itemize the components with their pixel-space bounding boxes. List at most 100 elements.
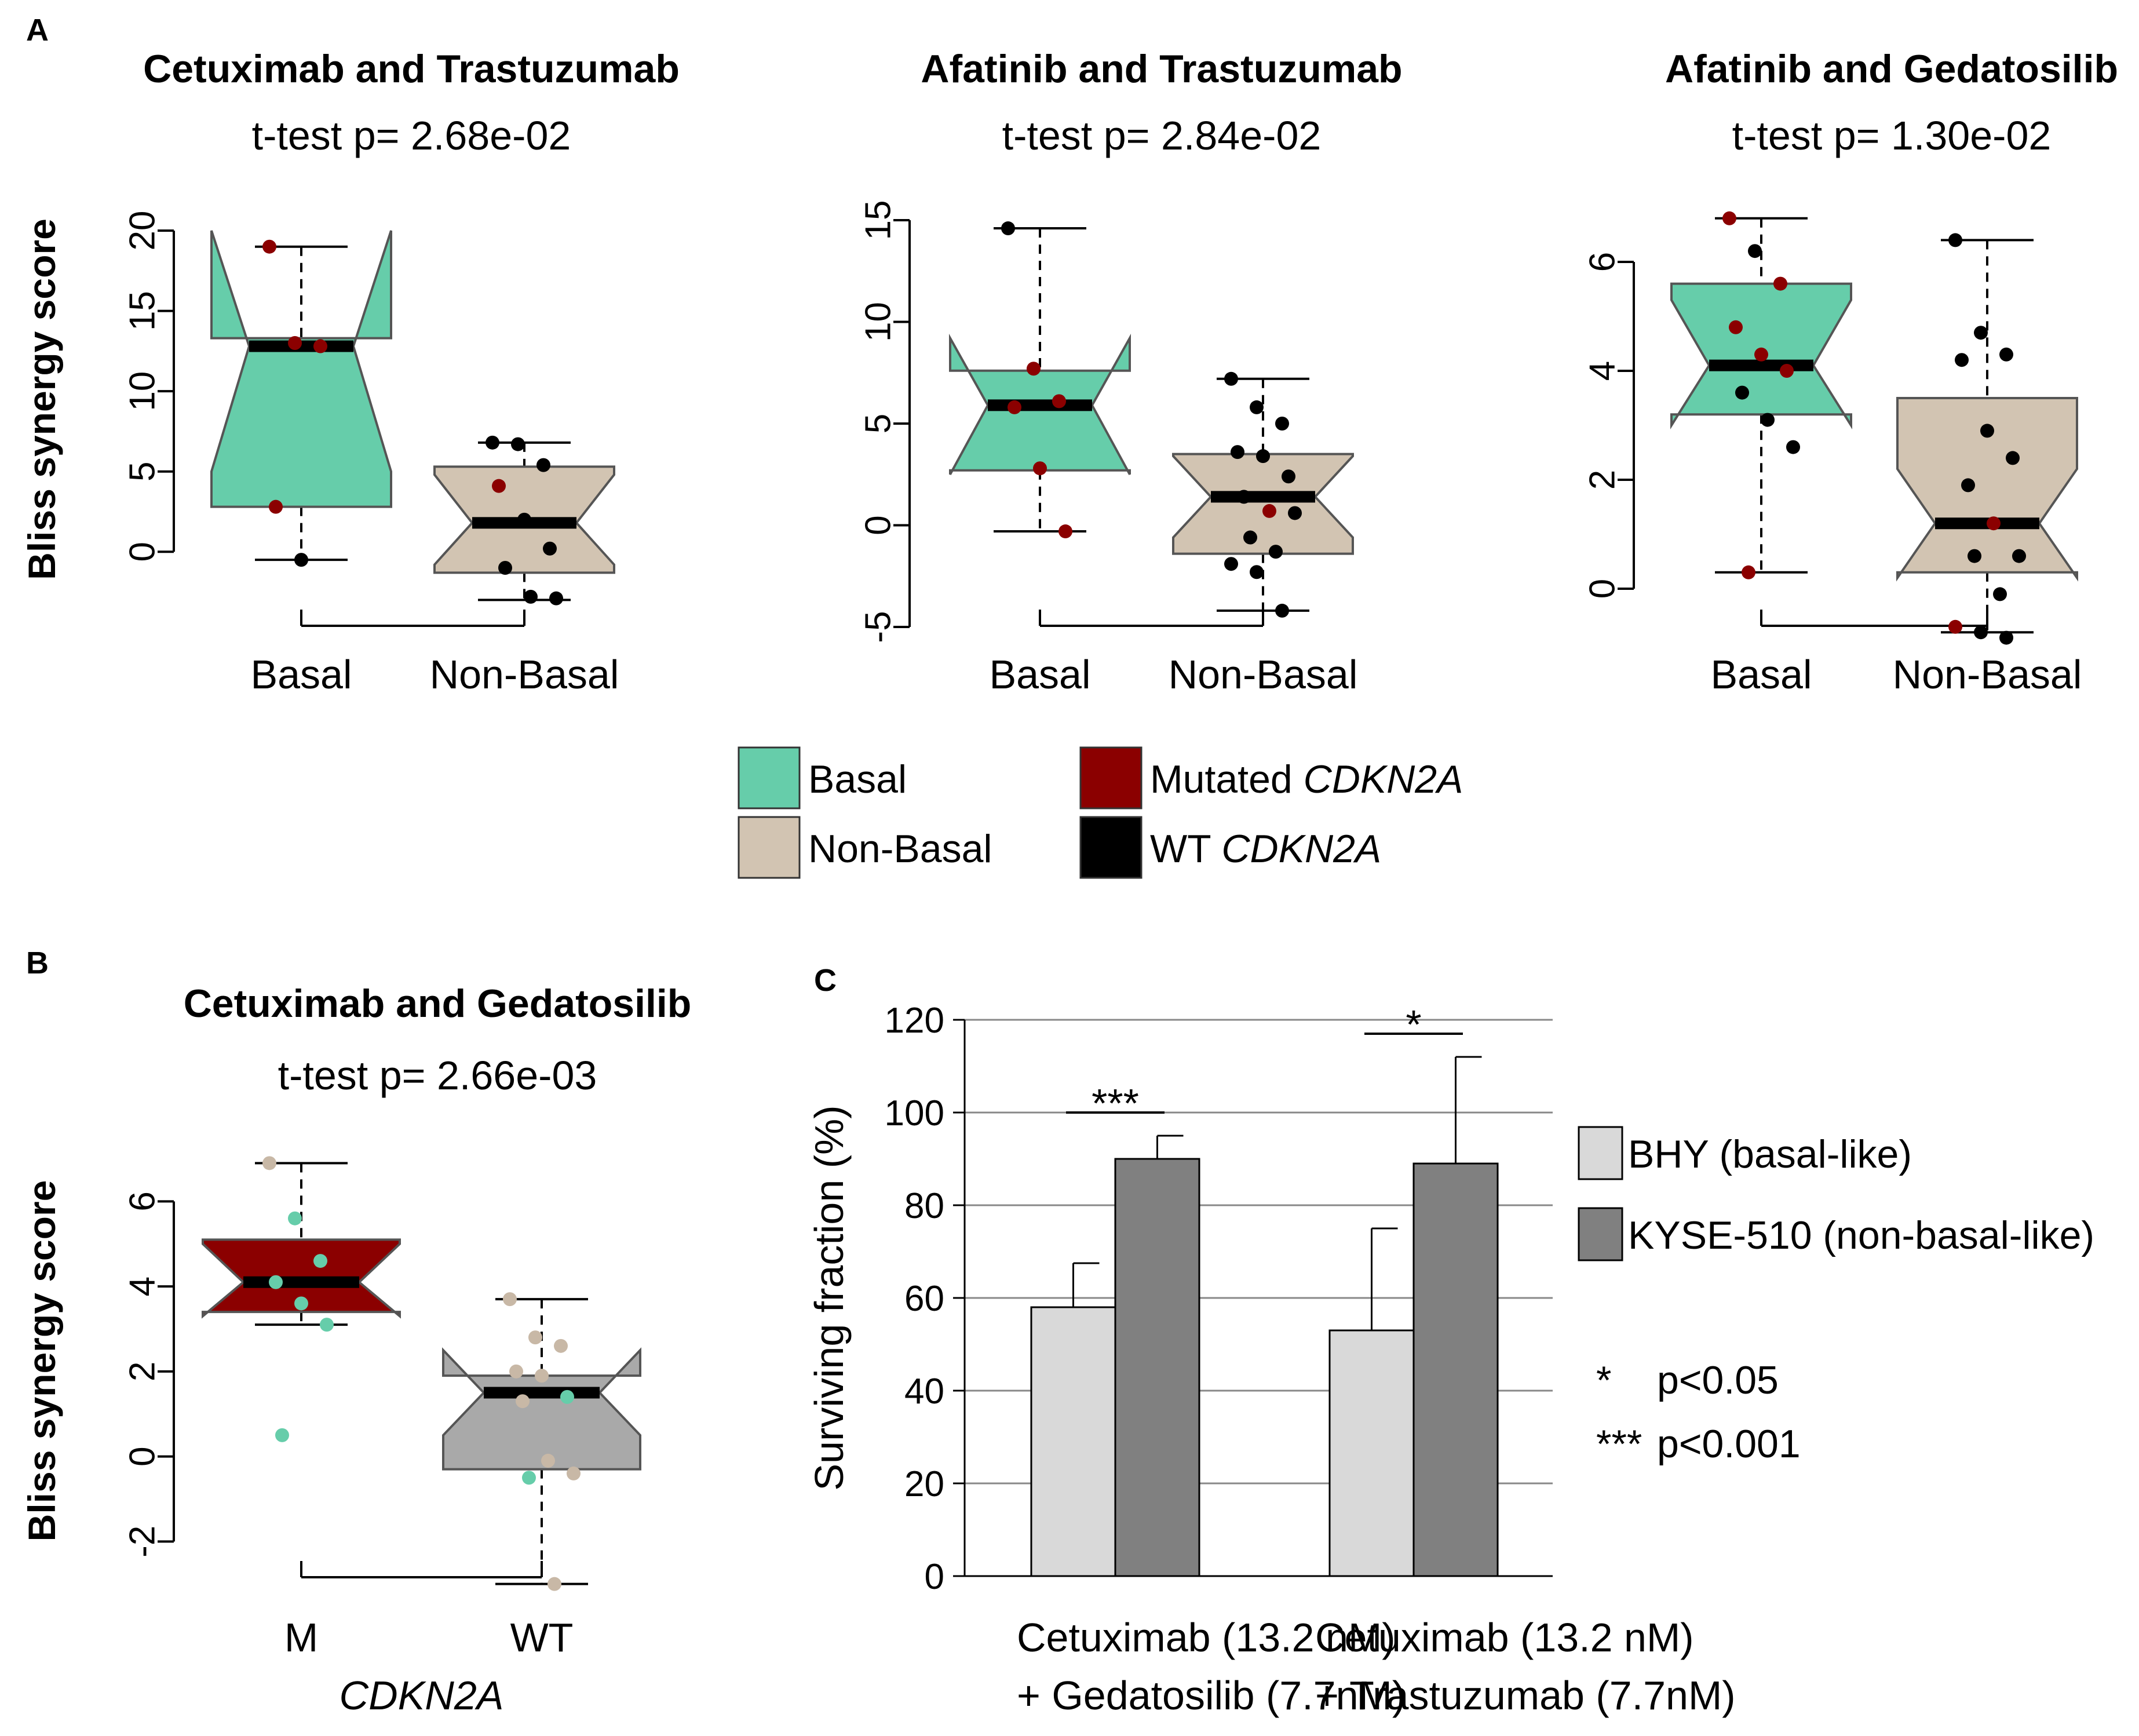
data-point bbox=[1058, 524, 1072, 539]
bar-kyse510 bbox=[1114, 1158, 1200, 1577]
category-label: Basal bbox=[989, 652, 1090, 697]
data-point bbox=[549, 591, 563, 606]
data-point bbox=[288, 336, 302, 350]
y-tick-label: 6 bbox=[122, 1191, 162, 1211]
data-point bbox=[1243, 530, 1257, 545]
data-point bbox=[554, 1339, 568, 1353]
legend-swatch bbox=[1079, 816, 1142, 879]
category-label: Basal bbox=[1710, 652, 1812, 697]
data-point bbox=[535, 1369, 549, 1383]
data-point bbox=[1033, 461, 1047, 476]
data-point bbox=[1288, 506, 1302, 520]
data-point bbox=[503, 1292, 517, 1307]
y-tick-label: 0 bbox=[1582, 579, 1622, 599]
data-point bbox=[1742, 565, 1755, 579]
data-point bbox=[1780, 364, 1794, 378]
y-tick-label: 2 bbox=[122, 1362, 162, 1381]
y-tick-label: 10 bbox=[858, 302, 898, 342]
data-point bbox=[1948, 233, 1962, 247]
data-point bbox=[1974, 326, 1988, 340]
data-point bbox=[1275, 603, 1289, 618]
data-point bbox=[560, 1389, 574, 1404]
category-label: + Gedatosilib (7.7nM) bbox=[1017, 1673, 1406, 1718]
significance-marker: * bbox=[1406, 1002, 1421, 1047]
chart-subtitle: t-test p= 1.30e-02 bbox=[1732, 113, 2052, 158]
y-tick-label: 6 bbox=[1582, 252, 1622, 272]
data-point bbox=[1974, 625, 1988, 640]
data-point bbox=[1269, 545, 1283, 559]
legend-label: BHY (basal-like) bbox=[1628, 1132, 1912, 1176]
data-point bbox=[1224, 557, 1238, 571]
chart-title: Afatinib and Gedatosilib bbox=[1665, 47, 2118, 91]
chart-subtitle: t-test p= 2.68e-02 bbox=[252, 113, 571, 158]
legend-label: Mutated CDKN2A bbox=[1150, 757, 1463, 801]
y-tick-label: -2 bbox=[122, 1526, 162, 1558]
data-point bbox=[2012, 549, 2026, 563]
data-point bbox=[547, 1577, 561, 1591]
data-point bbox=[1993, 587, 2007, 601]
data-point bbox=[269, 1275, 283, 1289]
y-tick-label: 5 bbox=[122, 461, 162, 481]
y-tick-label: 15 bbox=[858, 200, 898, 240]
legend-swatch bbox=[1079, 746, 1142, 809]
data-point bbox=[1773, 276, 1787, 291]
y-tick-label: 0 bbox=[925, 1557, 944, 1597]
data-point bbox=[1735, 385, 1749, 400]
y-tick-label: 100 bbox=[885, 1093, 944, 1133]
legend-swatch bbox=[738, 746, 801, 809]
y-axis-label: Surviving fraction (%) bbox=[806, 1105, 852, 1490]
y-tick-label: -5 bbox=[858, 611, 898, 643]
data-point bbox=[486, 435, 499, 450]
data-point bbox=[275, 1428, 289, 1442]
data-point bbox=[509, 1364, 523, 1378]
boxplot-3: Afatinib and Gedatosilib t-test p= 1.30e-… bbox=[1582, 47, 2118, 697]
data-point bbox=[1008, 400, 1021, 414]
data-point bbox=[1052, 394, 1066, 409]
y-tick-label: 40 bbox=[904, 1372, 944, 1412]
box-Basal bbox=[210, 230, 392, 508]
y-tick-label: 60 bbox=[904, 1279, 944, 1319]
data-point bbox=[543, 541, 557, 556]
legend-swatch bbox=[738, 816, 801, 879]
data-point bbox=[567, 1466, 581, 1480]
y-tick-label: 0 bbox=[122, 1446, 162, 1466]
data-point bbox=[1948, 619, 1962, 634]
data-point bbox=[1224, 371, 1238, 386]
y-tick-label: 15 bbox=[122, 291, 162, 331]
bar-kyse510 bbox=[1412, 1162, 1499, 1577]
data-point bbox=[1748, 244, 1762, 258]
data-point bbox=[524, 589, 538, 604]
significance-legend-text: p<0.001 bbox=[1657, 1422, 1801, 1466]
y-tick-label: 4 bbox=[1582, 361, 1622, 381]
data-point bbox=[1754, 347, 1768, 362]
y-axis-label: Bliss synergy score bbox=[20, 1180, 63, 1542]
legend-label: KYSE-510 (non-basal-like) bbox=[1628, 1213, 2094, 1257]
y-tick-label: 10 bbox=[122, 371, 162, 411]
chart-title: Cetuximab and Trastuzumab bbox=[143, 47, 680, 91]
y-tick-label: 20 bbox=[904, 1464, 944, 1504]
data-point bbox=[262, 239, 276, 254]
significance-legend-symbol: * bbox=[1596, 1358, 1611, 1402]
category-label: Cetuximab (13.2 nM) bbox=[1017, 1615, 1396, 1660]
data-point bbox=[1282, 469, 1295, 484]
data-point bbox=[1250, 565, 1264, 579]
data-point bbox=[536, 458, 550, 472]
data-point bbox=[288, 1211, 302, 1226]
data-point bbox=[2006, 451, 2020, 465]
data-point bbox=[1027, 362, 1041, 376]
category-label: Non-Basal bbox=[1893, 652, 2082, 697]
significance-legend-symbol: *** bbox=[1596, 1422, 1642, 1466]
data-point bbox=[541, 1453, 555, 1468]
y-tick-label: 0 bbox=[858, 515, 898, 535]
chart-title: Afatinib and Trastuzumab bbox=[921, 47, 1402, 91]
panel-label-a: A bbox=[26, 13, 49, 48]
data-point bbox=[511, 437, 525, 451]
data-point bbox=[320, 1318, 334, 1332]
data-point bbox=[1987, 516, 2001, 531]
data-point bbox=[294, 553, 308, 567]
data-point bbox=[1231, 445, 1244, 459]
legend-label: Non-Basal bbox=[808, 827, 992, 871]
data-point bbox=[1256, 449, 1270, 464]
data-point bbox=[1729, 320, 1743, 334]
